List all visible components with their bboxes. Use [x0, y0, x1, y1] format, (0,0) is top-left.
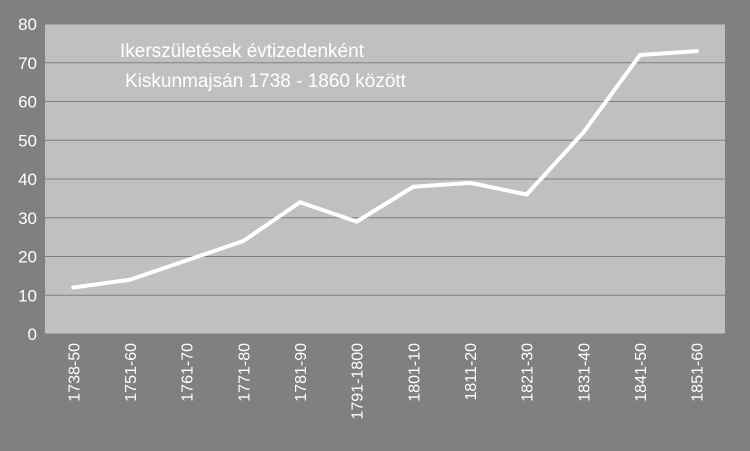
data-point [184, 258, 189, 263]
data-point [468, 180, 472, 185]
data-point [638, 53, 642, 57]
x-tick-label: 1781-90 [293, 343, 310, 402]
y-tick-label: 50 [18, 131, 37, 150]
x-tick-label: 1751-60 [123, 343, 140, 402]
data-point [241, 239, 246, 243]
data-point [128, 277, 132, 282]
chart-title: Ikerszületések évtizedenként Kiskunmajsá… [120, 41, 407, 92]
data-point [524, 192, 529, 197]
x-tick-label: 1801-10 [406, 343, 423, 402]
y-tick-label: 30 [18, 209, 37, 228]
x-tick-label: 1841-50 [633, 343, 650, 402]
x-tick-label: 1761-70 [180, 343, 197, 402]
series-line-group [71, 49, 699, 290]
y-tick-label: 60 [18, 93, 37, 112]
gridlines [44, 23, 726, 340]
x-tick-label: 1738-50 [66, 343, 83, 402]
x-tick-label: 1851-60 [690, 343, 707, 402]
x-tick-label: 1831-40 [576, 343, 593, 402]
y-tick-label: 10 [18, 286, 37, 305]
y-tick-label: 40 [18, 170, 37, 189]
y-tick-label: 20 [18, 248, 37, 267]
x-tick-label: 1791-1800 [350, 343, 367, 420]
x-tick-label: 1811-20 [463, 343, 480, 401]
chart-title-line-2: Kiskunmajsán 1738 - 1860 között [125, 71, 407, 92]
y-axis-ticks: 0 10 20 30 40 50 60 70 80 [18, 15, 37, 344]
x-axis-ticks: 1738-50 1751-60 1761-70 1771-80 1781-90 1791-… [66, 343, 706, 420]
data-point [354, 219, 359, 224]
y-tick-label: 0 [28, 325, 37, 344]
x-tick-label: 1771-80 [236, 343, 253, 402]
data-point [298, 200, 302, 205]
data-point [581, 130, 586, 135]
x-tick-label: 1821-30 [520, 343, 537, 402]
data-point [411, 184, 416, 189]
y-tick-label: 70 [18, 54, 37, 73]
series-line [71, 49, 699, 290]
data-point [694, 49, 699, 54]
y-tick-label: 80 [18, 15, 37, 34]
chart-title-line-1: Ikerszületések évtizedenként [120, 41, 365, 62]
data-point [71, 285, 76, 290]
